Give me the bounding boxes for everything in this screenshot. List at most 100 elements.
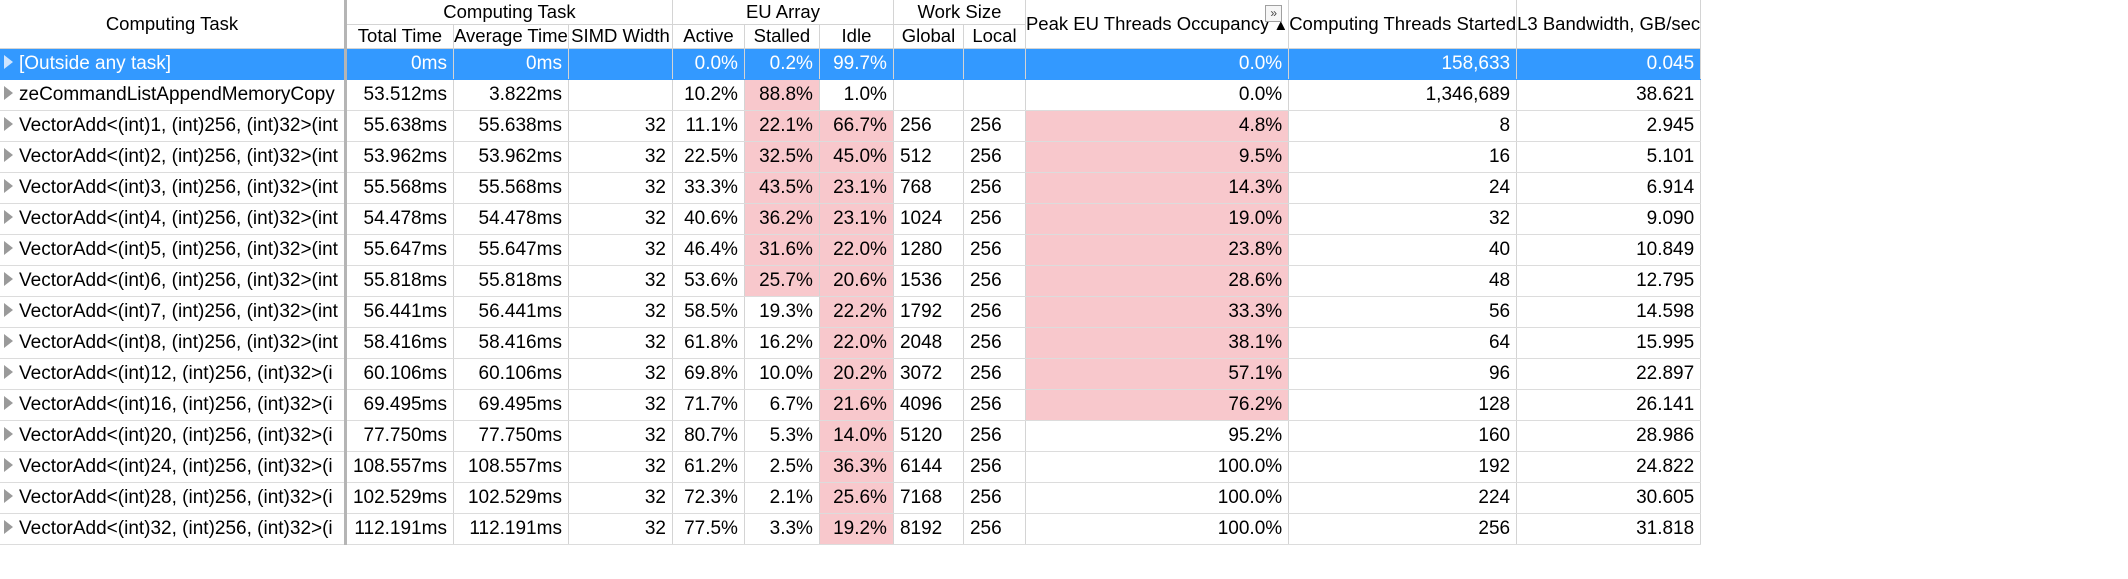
global-cell: 6144 <box>893 451 964 483</box>
expand-row-icon[interactable] <box>4 427 13 442</box>
expand-row-icon[interactable] <box>4 365 13 380</box>
task-name-cell[interactable]: VectorAdd<(int)6, (int)256, (int)32>(int <box>0 265 347 297</box>
active-cell: 11.1% <box>672 110 745 142</box>
table-row[interactable]: VectorAdd<(int)5, (int)256, (int)32>(int… <box>0 234 1702 266</box>
task-name-cell[interactable]: VectorAdd<(int)32, (int)256, (int)32>(i <box>0 513 347 545</box>
table-row[interactable]: VectorAdd<(int)2, (int)256, (int)32>(int… <box>0 141 1702 173</box>
group-header-eu-array: EU Array <box>672 0 894 25</box>
peak-eu-cell: 100.0% <box>1025 513 1290 545</box>
table-row[interactable]: VectorAdd<(int)7, (int)256, (int)32>(int… <box>0 296 1702 328</box>
table-row[interactable]: VectorAdd<(int)20, (int)256, (int)32>(i 7… <box>0 420 1702 452</box>
task-name-cell[interactable]: VectorAdd<(int)8, (int)256, (int)32>(int <box>0 327 347 359</box>
l3-bandwidth-cell: 0.045 <box>1516 48 1702 80</box>
idle-cell: 1.0% <box>819 79 894 111</box>
local-cell: 256 <box>963 296 1026 328</box>
table-row[interactable]: VectorAdd<(int)1, (int)256, (int)32>(int… <box>0 110 1702 142</box>
table-row[interactable]: VectorAdd<(int)6, (int)256, (int)32>(int… <box>0 265 1702 297</box>
task-name-label: VectorAdd<(int)5, (int)256, (int)32>(int <box>19 238 338 260</box>
table-row[interactable]: VectorAdd<(int)24, (int)256, (int)32>(i 1… <box>0 451 1702 483</box>
column-header-peak-eu-threads-occupancy[interactable]: Peak EU Threads Occupancy ▲ » <box>1025 0 1290 49</box>
task-name-label: VectorAdd<(int)7, (int)256, (int)32>(int <box>19 300 338 322</box>
expand-row-icon[interactable] <box>4 520 13 535</box>
column-header-average-time[interactable]: Average Time <box>453 24 569 49</box>
column-header-computing-threads-started[interactable]: Computing Threads Started <box>1288 0 1518 49</box>
task-name-cell[interactable]: VectorAdd<(int)5, (int)256, (int)32>(int <box>0 234 347 266</box>
task-name-cell[interactable]: VectorAdd<(int)12, (int)256, (int)32>(i <box>0 358 347 390</box>
table-row[interactable]: VectorAdd<(int)12, (int)256, (int)32>(i 6… <box>0 358 1702 390</box>
column-header-simd-width[interactable]: SIMD Width <box>568 24 673 49</box>
column-header-idle[interactable]: Idle <box>819 24 894 49</box>
total-time-cell: 112.191ms <box>345 513 454 545</box>
task-name-label: VectorAdd<(int)1, (int)256, (int)32>(int <box>19 114 338 136</box>
expand-row-icon[interactable] <box>4 179 13 194</box>
table-row[interactable]: VectorAdd<(int)4, (int)256, (int)32>(int… <box>0 203 1702 235</box>
task-name-cell[interactable]: VectorAdd<(int)20, (int)256, (int)32>(i <box>0 420 347 452</box>
task-name-cell[interactable]: [Outside any task] <box>0 48 347 80</box>
column-header-l3-bandwidth[interactable]: L3 Bandwidth, GB/sec <box>1516 0 1702 49</box>
column-header-computing-task[interactable]: Computing Task <box>0 0 347 49</box>
task-name-cell[interactable]: VectorAdd<(int)24, (int)256, (int)32>(i <box>0 451 347 483</box>
expand-row-icon[interactable] <box>4 489 13 504</box>
simd-width-cell: 32 <box>568 420 673 452</box>
active-cell: 77.5% <box>672 513 745 545</box>
average-time-cell: 102.529ms <box>453 482 569 514</box>
column-header-stalled[interactable]: Stalled <box>744 24 820 49</box>
stalled-cell: 3.3% <box>744 513 820 545</box>
expand-row-icon[interactable] <box>4 272 13 287</box>
expand-row-icon[interactable] <box>4 241 13 256</box>
total-time-cell: 58.416ms <box>345 327 454 359</box>
table-row[interactable]: VectorAdd<(int)3, (int)256, (int)32>(int… <box>0 172 1702 204</box>
expand-row-icon[interactable] <box>4 303 13 318</box>
expand-columns-icon[interactable]: » <box>1265 5 1283 22</box>
task-name-label: [Outside any task] <box>19 52 172 74</box>
task-name-cell[interactable]: VectorAdd<(int)1, (int)256, (int)32>(int <box>0 110 347 142</box>
expand-row-icon[interactable] <box>4 86 13 101</box>
global-cell: 2048 <box>893 327 964 359</box>
local-cell: 256 <box>963 513 1026 545</box>
column-header-total-time[interactable]: Total Time <box>345 24 454 49</box>
l3-bandwidth-cell: 24.822 <box>1516 451 1702 483</box>
l3-bandwidth-cell: 28.986 <box>1516 420 1702 452</box>
table-row[interactable]: [Outside any task] 0ms 0ms 0.0% 0.2% 99.7% 0.0… <box>0 48 1702 80</box>
task-name-cell[interactable]: VectorAdd<(int)2, (int)256, (int)32>(int <box>0 141 347 173</box>
total-time-cell: 60.106ms <box>345 358 454 390</box>
expand-row-icon[interactable] <box>4 334 13 349</box>
task-name-cell[interactable]: VectorAdd<(int)4, (int)256, (int)32>(int <box>0 203 347 235</box>
group-header-work-size: Work Size <box>893 0 1026 25</box>
task-name-cell[interactable]: VectorAdd<(int)28, (int)256, (int)32>(i <box>0 482 347 514</box>
task-name-cell[interactable]: VectorAdd<(int)3, (int)256, (int)32>(int <box>0 172 347 204</box>
expand-row-icon[interactable] <box>4 117 13 132</box>
expand-row-icon[interactable] <box>4 148 13 163</box>
total-time-cell: 55.647ms <box>345 234 454 266</box>
table-row[interactable]: VectorAdd<(int)16, (int)256, (int)32>(i 6… <box>0 389 1702 421</box>
simd-width-cell: 32 <box>568 451 673 483</box>
expand-row-icon[interactable] <box>4 458 13 473</box>
total-time-cell: 77.750ms <box>345 420 454 452</box>
column-header-active[interactable]: Active <box>672 24 745 49</box>
idle-cell: 23.1% <box>819 203 894 235</box>
peak-eu-cell: 100.0% <box>1025 482 1290 514</box>
stalled-cell: 0.2% <box>744 48 820 80</box>
expand-row-icon[interactable] <box>4 210 13 225</box>
local-cell: 256 <box>963 172 1026 204</box>
task-name-label: VectorAdd<(int)16, (int)256, (int)32>(i <box>19 393 333 415</box>
task-name-cell[interactable]: VectorAdd<(int)16, (int)256, (int)32>(i <box>0 389 347 421</box>
total-time-cell: 56.441ms <box>345 296 454 328</box>
column-header-local[interactable]: Local <box>963 24 1026 49</box>
table-row[interactable]: VectorAdd<(int)28, (int)256, (int)32>(i 1… <box>0 482 1702 514</box>
stalled-cell: 2.5% <box>744 451 820 483</box>
total-time-cell: 54.478ms <box>345 203 454 235</box>
task-name-cell[interactable]: zeCommandListAppendMemoryCopy <box>0 79 347 111</box>
table-row[interactable]: VectorAdd<(int)8, (int)256, (int)32>(int… <box>0 327 1702 359</box>
table-row[interactable]: zeCommandListAppendMemoryCopy 53.512ms 3.8… <box>0 79 1702 111</box>
table-row[interactable]: VectorAdd<(int)32, (int)256, (int)32>(i 1… <box>0 513 1702 545</box>
task-name-cell[interactable]: VectorAdd<(int)7, (int)256, (int)32>(int <box>0 296 347 328</box>
expand-row-icon[interactable] <box>4 396 13 411</box>
column-header-global[interactable]: Global <box>893 24 964 49</box>
total-time-cell: 102.529ms <box>345 482 454 514</box>
threads-started-cell: 64 <box>1288 327 1518 359</box>
computing-task-table: Computing Task Computing Task EU Array W… <box>0 0 1702 545</box>
stalled-cell: 25.7% <box>744 265 820 297</box>
expand-row-icon[interactable] <box>4 55 13 70</box>
stalled-cell: 22.1% <box>744 110 820 142</box>
